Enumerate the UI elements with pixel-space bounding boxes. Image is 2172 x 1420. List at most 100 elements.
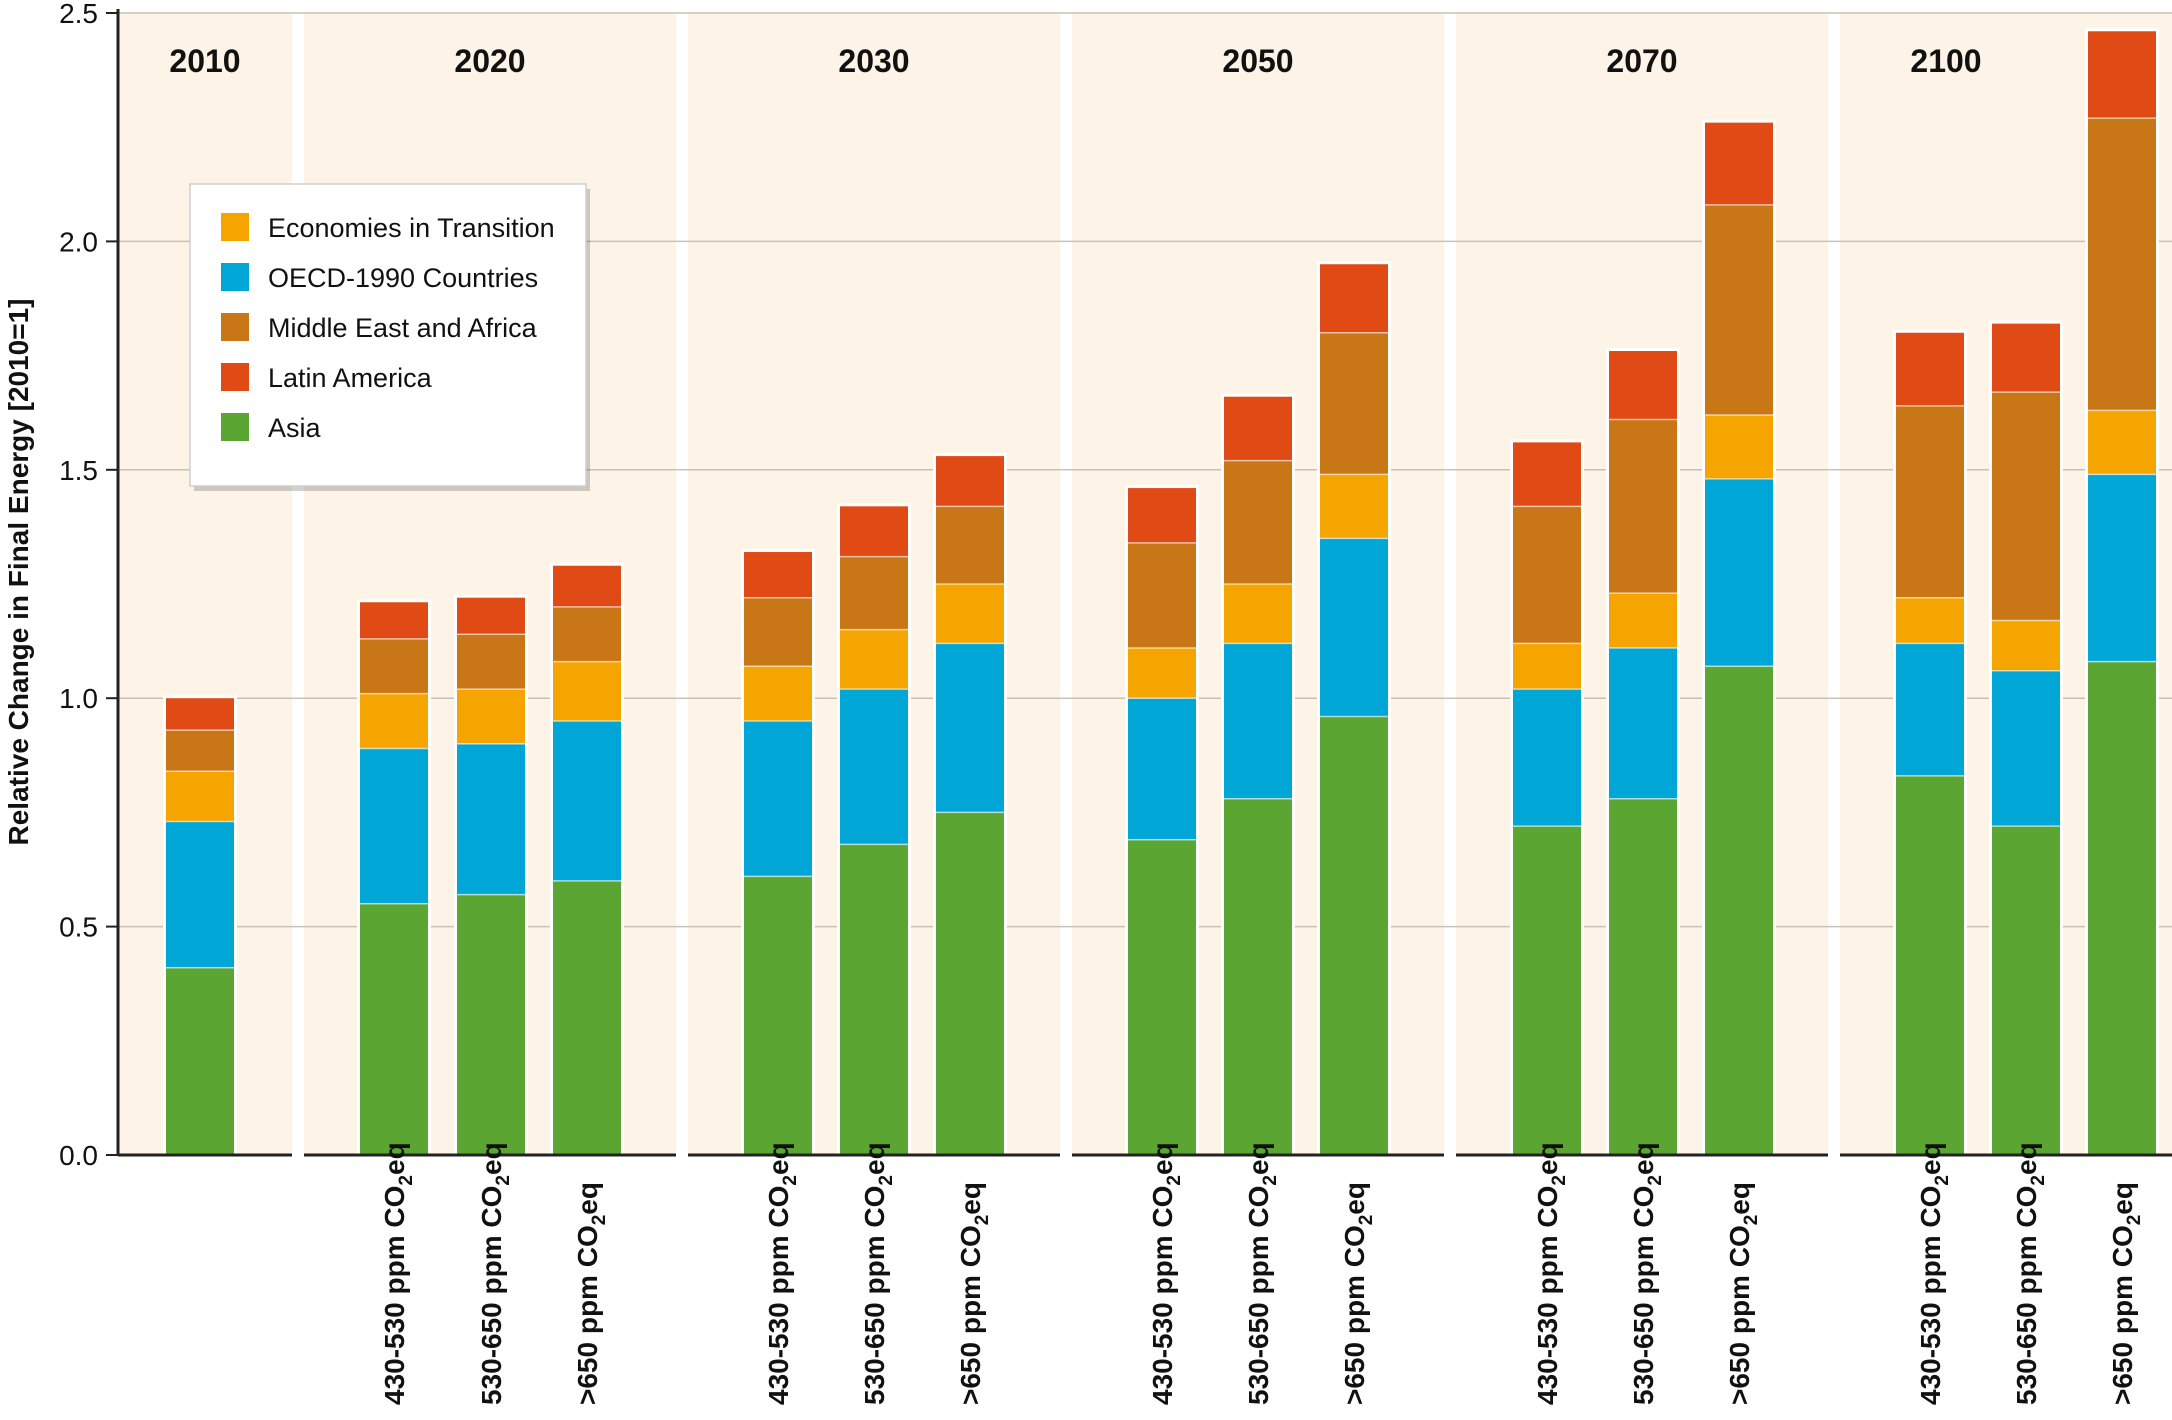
bar-segment-middle-east-africa xyxy=(1128,542,1196,648)
bar-segment-asia xyxy=(1513,826,1581,1155)
category-label: >650 ppm CO2eq xyxy=(572,1182,610,1405)
bar-segment-latin-america xyxy=(1224,396,1292,461)
bar-segment-oecd-1990 xyxy=(1609,647,1677,799)
bar-segment-middle-east-africa xyxy=(936,506,1004,584)
bar-segment-asia xyxy=(553,880,621,1155)
category-label-main: 430-530 ppm CO xyxy=(379,1186,410,1405)
bar-segment-latin-america xyxy=(744,552,812,598)
bar-segment-asia xyxy=(1896,775,1964,1155)
bar-segment-asia xyxy=(2088,661,2156,1155)
category-label-main: 530-650 ppm CO xyxy=(2011,1186,2042,1405)
legend: Economies in Transition OECD-1990 Countri… xyxy=(189,183,590,491)
category-label-suffix: eq xyxy=(1532,1142,1563,1175)
legend-label: Latin America xyxy=(268,363,433,393)
bar-segment-middle-east-africa xyxy=(166,730,234,772)
axes xyxy=(106,9,2172,1157)
bar-segment-economies-in-transition xyxy=(1513,643,1581,690)
category-label-suffix: eq xyxy=(379,1142,410,1175)
bar-segment-asia xyxy=(840,844,908,1155)
category-label-main: >650 ppm CO xyxy=(2107,1225,2138,1405)
category-label: 430-530 ppm CO2eq xyxy=(1532,1142,1570,1405)
bar-segment-asia xyxy=(936,812,1004,1155)
bar-segment-asia xyxy=(1320,716,1388,1155)
category-label: 430-530 ppm CO2eq xyxy=(1147,1142,1185,1405)
category-label-suffix: eq xyxy=(1339,1182,1370,1215)
legend-label: Economies in Transition xyxy=(268,213,555,243)
bar-segment-oecd-1990 xyxy=(360,748,428,904)
bar-segment-economies-in-transition xyxy=(1128,647,1196,699)
y-tick-label: 2.5 xyxy=(59,0,98,29)
legend-label: OECD-1990 Countries xyxy=(268,263,538,293)
category-label-subscript: 2 xyxy=(396,1175,417,1186)
legend-swatch xyxy=(221,313,249,341)
bar-segment-latin-america xyxy=(1896,332,1964,406)
category-label-suffix: eq xyxy=(859,1142,890,1175)
bar-segment-middle-east-africa xyxy=(1992,392,2060,621)
bar-segment-oecd-1990 xyxy=(1992,670,2060,827)
bar-segment-asia xyxy=(1224,798,1292,1155)
bar-segment-latin-america xyxy=(1992,323,2060,393)
category-label-suffix: eq xyxy=(572,1182,603,1215)
category-label-subscript: 2 xyxy=(780,1175,801,1186)
category-label-suffix: eq xyxy=(1724,1182,1755,1215)
panel-year-label: 2030 xyxy=(838,43,909,79)
legend-swatch xyxy=(221,263,249,291)
category-label-suffix: eq xyxy=(2011,1142,2042,1175)
bar-segment-asia xyxy=(1609,798,1677,1155)
bar-segment-asia xyxy=(1128,839,1196,1155)
bar-segment-economies-in-transition xyxy=(840,629,908,690)
bar-segment-middle-east-africa xyxy=(1705,204,1773,415)
bar-segment-oecd-1990 xyxy=(1513,689,1581,827)
bar-segment-economies-in-transition xyxy=(2088,410,2156,475)
y-tick-label: 1.0 xyxy=(59,683,98,714)
bar-segment-asia xyxy=(744,876,812,1155)
bar-segment-latin-america xyxy=(360,602,428,639)
panel-year-label: 2020 xyxy=(454,43,525,79)
legend-box xyxy=(189,183,587,487)
category-label-main: >650 ppm CO xyxy=(1339,1225,1370,1405)
category-label-suffix: eq xyxy=(1915,1142,1946,1175)
bar-segment-economies-in-transition xyxy=(1992,620,2060,671)
category-label-main: 430-530 ppm CO xyxy=(1532,1186,1563,1405)
bars xyxy=(163,28,2159,1156)
bar-segment-middle-east-africa xyxy=(1320,332,1388,475)
bar-segment-economies-in-transition xyxy=(936,584,1004,644)
category-label-suffix: eq xyxy=(1628,1142,1659,1175)
bar-segment-asia xyxy=(457,894,525,1155)
category-label: >650 ppm CO2eq xyxy=(2107,1182,2145,1405)
bar-segment-latin-america xyxy=(936,456,1004,507)
category-label-main: 430-530 ppm CO xyxy=(1915,1186,1946,1405)
category-label: 530-650 ppm CO2eq xyxy=(476,1142,514,1405)
category-label-main: 430-530 ppm CO xyxy=(1147,1186,1178,1405)
y-tick-label: 0.0 xyxy=(59,1140,98,1171)
category-label: 430-530 ppm CO2eq xyxy=(379,1142,417,1405)
bar-segment-middle-east-africa xyxy=(1896,405,1964,598)
bar-segment-latin-america xyxy=(1609,351,1677,420)
bar-segment-latin-america xyxy=(1320,264,1388,333)
bar-segment-oecd-1990 xyxy=(2088,474,2156,662)
legend-label: Middle East and Africa xyxy=(268,313,538,343)
bar-segment-economies-in-transition xyxy=(553,661,621,722)
bar-segment-oecd-1990 xyxy=(936,643,1004,813)
bar-segment-middle-east-africa xyxy=(457,634,525,690)
bar-segment-middle-east-africa xyxy=(2088,118,2156,411)
category-label-subscript: 2 xyxy=(2028,1175,2049,1186)
bar-segment-oecd-1990 xyxy=(1320,538,1388,717)
bar-segment-asia xyxy=(166,967,234,1155)
bar-segment-economies-in-transition xyxy=(1320,474,1388,539)
category-label-subscript: 2 xyxy=(876,1175,897,1186)
category-label-subscript: 2 xyxy=(972,1215,993,1226)
y-tick-label: 1.5 xyxy=(59,455,98,486)
category-label-main: 530-650 ppm CO xyxy=(1628,1186,1659,1405)
category-label: 530-650 ppm CO2eq xyxy=(2011,1142,2049,1405)
category-label-main: 530-650 ppm CO xyxy=(1243,1186,1274,1405)
category-label-suffix: eq xyxy=(2107,1182,2138,1215)
bar-segment-middle-east-africa xyxy=(553,606,621,662)
panel-year-label: 2100 xyxy=(1910,43,1981,79)
panel-year-label: 2050 xyxy=(1222,43,1293,79)
category-label: 430-530 ppm CO2eq xyxy=(1915,1142,1953,1405)
legend-swatch xyxy=(221,363,249,391)
category-label-subscript: 2 xyxy=(1645,1175,1666,1186)
bar-segment-latin-america xyxy=(1513,442,1581,507)
category-label-suffix: eq xyxy=(763,1142,794,1175)
